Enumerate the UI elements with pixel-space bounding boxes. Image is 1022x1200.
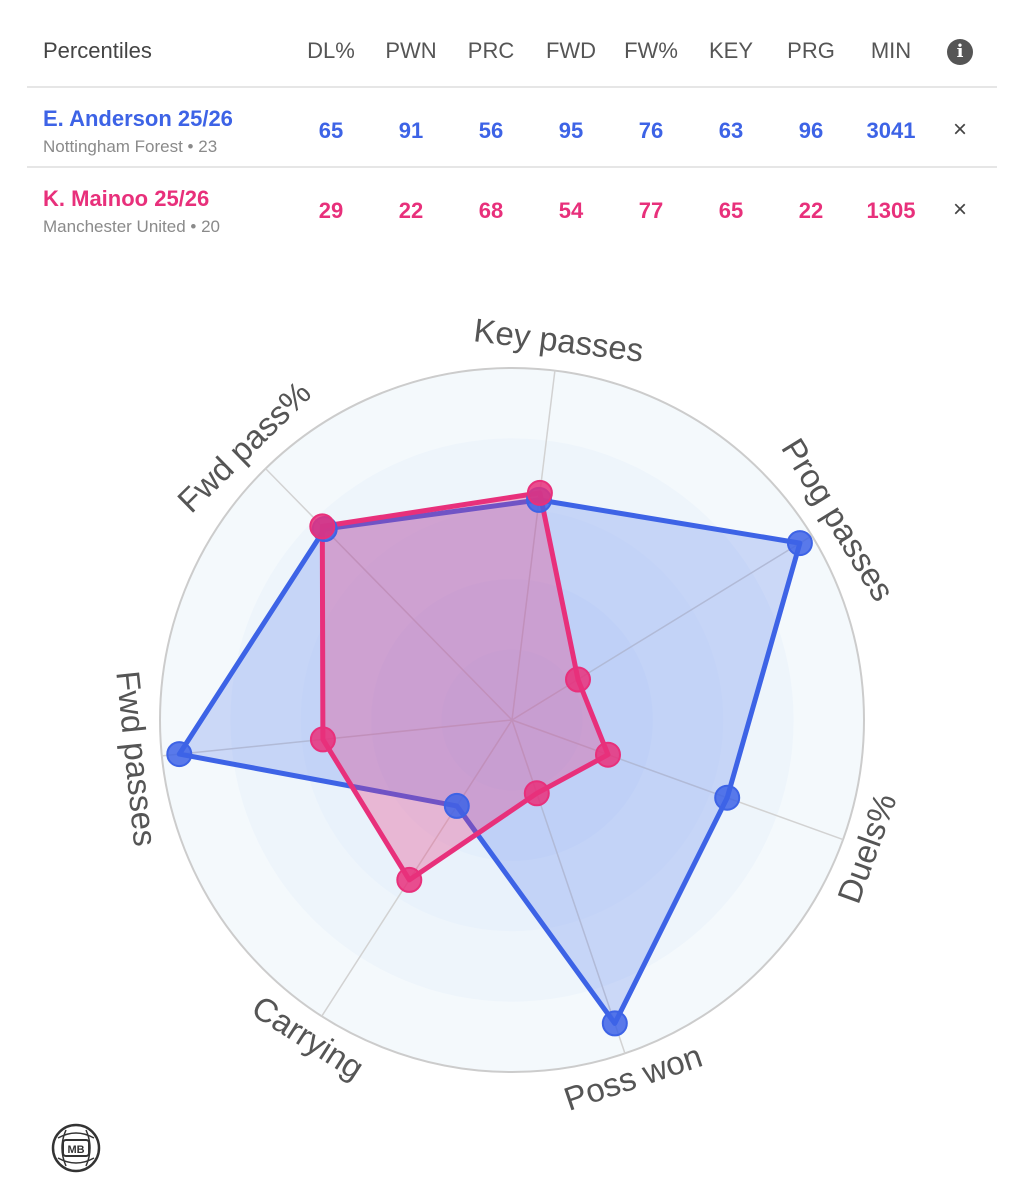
data-point	[396, 866, 423, 893]
data-point	[595, 741, 621, 768]
player-row-anderson: E. Anderson 25/26 Nottingham Forest • 23…	[27, 88, 997, 168]
player-name[interactable]: E. Anderson 25/26	[43, 106, 233, 131]
data-point	[714, 784, 741, 811]
player-name[interactable]: K. Mainoo 25/26	[43, 186, 210, 211]
column-header-min: MIN	[870, 38, 912, 63]
series-area-anderson	[176, 497, 803, 1026]
stat-cell: 65	[318, 118, 344, 143]
stat-cell: 77	[638, 198, 664, 223]
stat-cell: 68	[478, 198, 504, 223]
percentiles-table: Percentiles DL% PWN PRC FWD FW% KEY PRG …	[27, 18, 997, 246]
column-header-prg: PRG	[787, 38, 835, 63]
column-header-fwd: FWD	[545, 38, 597, 63]
column-header-fw: FW%	[624, 38, 678, 63]
stat-cell: 76	[638, 118, 664, 143]
data-point	[166, 741, 193, 768]
stat-cell: 29	[318, 198, 344, 223]
player-team: Manchester United • 20	[43, 217, 220, 236]
stat-cell: 1305	[866, 198, 916, 223]
stat-cell: 56	[478, 118, 504, 143]
radar-spoke	[511, 719, 626, 1054]
stat-cell: 65	[718, 198, 744, 223]
radar-spoke	[511, 370, 556, 721]
stat-cell: 22	[398, 198, 424, 223]
percentiles-label: Percentiles	[43, 38, 152, 63]
remove-player-button[interactable]: ×	[952, 116, 967, 143]
column-header-pwn: PWN	[385, 38, 437, 63]
column-header-key: KEY	[708, 38, 754, 63]
stat-cell: 96	[798, 118, 824, 143]
mb-logo-icon: MB	[51, 1123, 101, 1173]
column-header-prc: PRC	[467, 38, 515, 63]
data-point	[565, 666, 591, 693]
axis-label: Key passes	[472, 311, 646, 369]
player-row-mainoo: K. Mainoo 25/26 Manchester United • 20 2…	[27, 168, 997, 246]
data-point	[443, 792, 470, 819]
logo-text: MB	[67, 1144, 84, 1156]
column-header-dl: DL%	[307, 38, 355, 63]
data-point	[309, 726, 336, 753]
data-point	[601, 1010, 628, 1037]
data-point	[526, 479, 553, 506]
radar-spoke	[511, 535, 813, 721]
player-team: Nottingham Forest • 23	[43, 137, 218, 156]
radar-spoke	[265, 468, 513, 721]
radar-spoke	[161, 719, 513, 757]
data-point	[523, 780, 550, 807]
data-point	[786, 530, 813, 557]
remove-player-button[interactable]: ×	[952, 196, 967, 223]
stat-cell: 54	[558, 198, 584, 223]
stat-cell: 91	[398, 118, 424, 143]
stat-cell: 3041	[866, 118, 916, 143]
radar-spoke	[511, 719, 844, 841]
stat-cell: 95	[558, 118, 584, 143]
data-point	[309, 513, 336, 540]
radar-spoke	[321, 719, 513, 1017]
table-header: Percentiles DL% PWN PRC FWD FW% KEY PRG …	[27, 18, 997, 88]
stat-cell: 63	[718, 118, 744, 143]
axis-label: Fwd passes	[109, 669, 164, 848]
info-icon[interactable]: i	[947, 39, 973, 65]
stat-cell: 22	[798, 198, 824, 223]
